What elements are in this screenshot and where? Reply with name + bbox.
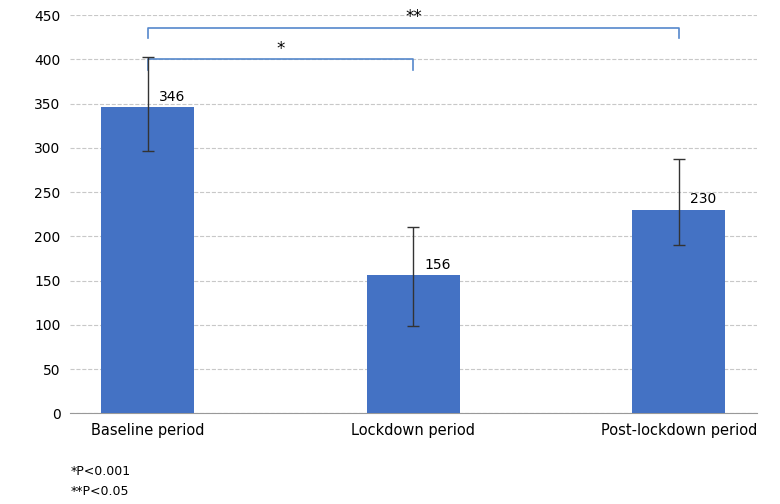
Bar	[367, 275, 460, 413]
Text: 346: 346	[158, 90, 185, 104]
Bar	[633, 210, 725, 413]
Text: 156: 156	[424, 258, 451, 272]
Text: *: *	[276, 40, 285, 57]
Text: **P<0.05: **P<0.05	[70, 485, 129, 498]
Text: **: **	[405, 8, 422, 26]
Text: *P<0.001: *P<0.001	[70, 465, 130, 478]
Bar	[101, 107, 194, 413]
Text: 230: 230	[690, 192, 716, 206]
